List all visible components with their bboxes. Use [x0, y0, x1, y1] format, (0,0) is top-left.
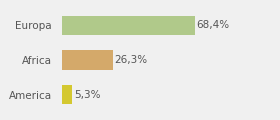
- Text: 26,3%: 26,3%: [115, 55, 148, 65]
- Text: 5,3%: 5,3%: [74, 90, 100, 100]
- Bar: [62, 16, 195, 35]
- Text: 68,4%: 68,4%: [197, 20, 230, 30]
- Bar: [62, 85, 72, 104]
- Bar: [62, 50, 113, 70]
